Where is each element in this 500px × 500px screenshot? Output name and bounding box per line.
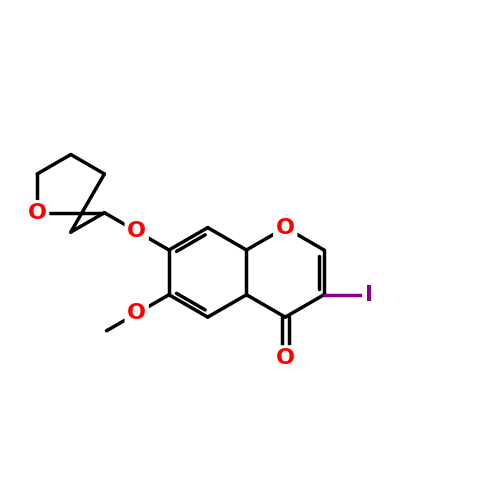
Text: O: O (28, 202, 46, 222)
Text: I: I (365, 285, 373, 304)
Text: O: O (276, 348, 294, 368)
Text: O: O (127, 304, 146, 324)
Text: O: O (276, 218, 294, 238)
Text: O: O (127, 222, 146, 242)
